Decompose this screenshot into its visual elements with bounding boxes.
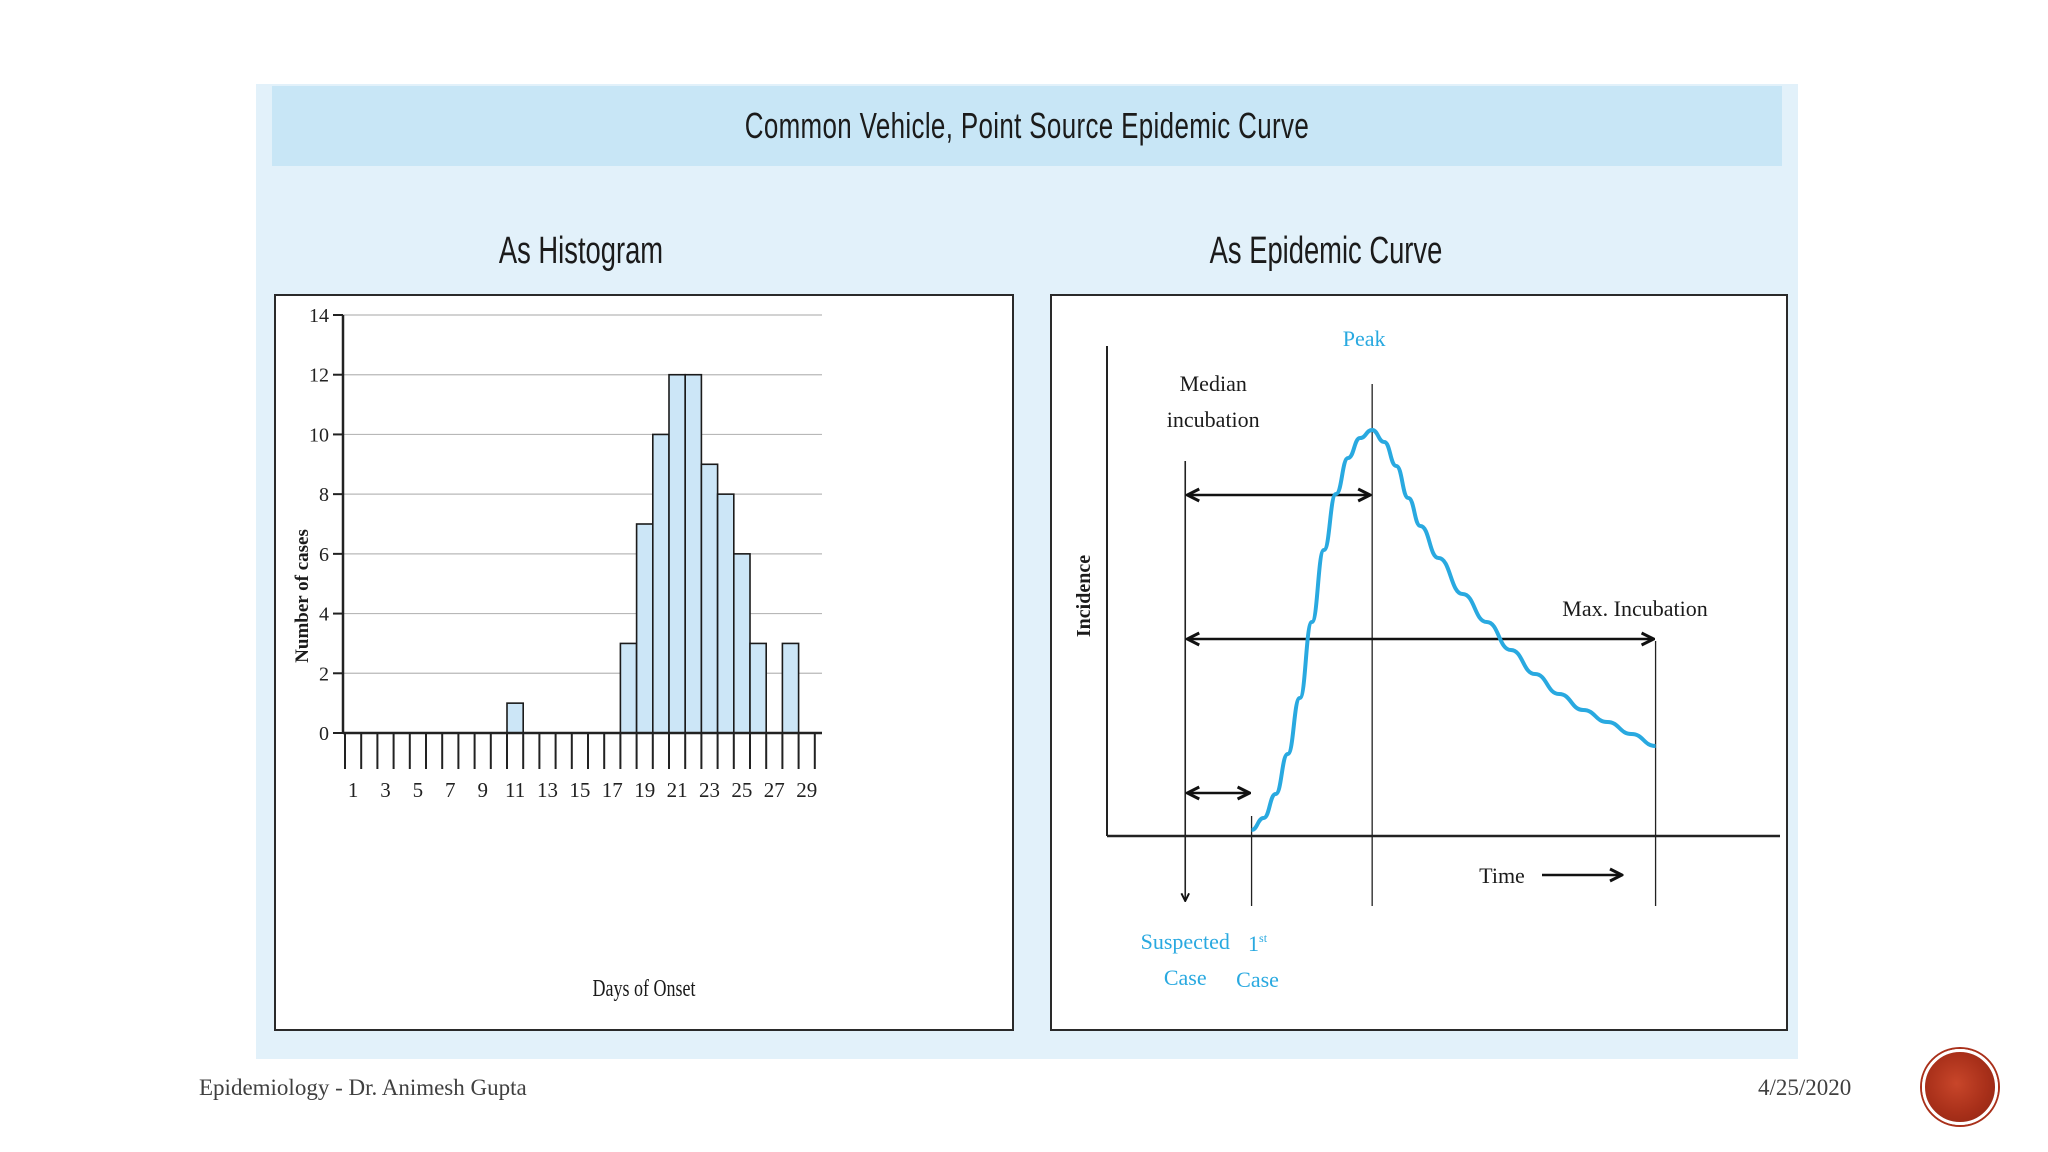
histogram-bar: [749, 642, 768, 734]
incubation-label: incubation: [1167, 407, 1260, 432]
histogram-box: Number of cases Days of Onset 0 2 4 6 8 10 12 1…: [274, 294, 1014, 1031]
epicurve-title: As Epidemic Curve: [1209, 230, 1443, 272]
peak-label: Peak: [1343, 326, 1386, 351]
histogram-y-axis-label: Number of cases: [292, 529, 313, 663]
y-tick-label: 10: [309, 424, 329, 446]
main-title: Common Vehicle, Point Source Epidemic Cu…: [744, 105, 1310, 146]
epicurve-box: Incidence Peak Median incubation Max. In…: [1050, 294, 1788, 1031]
x-tick-label: 3: [380, 778, 391, 802]
histogram-bar: [700, 463, 719, 734]
y-tick-label: 12: [309, 365, 329, 387]
x-tick-label: 23: [699, 778, 720, 802]
y-tick-label: 0: [319, 723, 329, 745]
max-incubation-label: Max. Incubation: [1562, 596, 1707, 621]
x-tick-label: 27: [764, 778, 785, 802]
epidemic-curve-chart: Incidence Peak Median incubation Max. In…: [1073, 326, 1780, 992]
epidemic-curve-line: [1251, 427, 1656, 832]
suspected-case-label: Suspected: [1141, 929, 1230, 954]
x-tick-label: 19: [634, 778, 655, 802]
x-tick-label: 15: [569, 778, 590, 802]
first-case-label-2: Case: [1236, 967, 1279, 992]
histogram-chart: Number of cases Days of Onset 0246810121…: [292, 305, 822, 1002]
footer-date: 4/25/2020: [1758, 1075, 1852, 1100]
histogram-bar: [716, 493, 735, 734]
histogram-bar: [619, 642, 638, 734]
first-case-number: 1: [1248, 931, 1259, 956]
histogram-x-axis-label: Days of Onset: [593, 975, 696, 1002]
histogram-title: As Histogram: [498, 230, 664, 272]
histogram-bar: [635, 523, 654, 734]
histogram-bar: [651, 433, 670, 734]
histogram-bar: [684, 373, 703, 734]
y-tick-label: 2: [319, 663, 329, 685]
x-tick-label: 11: [505, 778, 525, 802]
histogram-bar: [506, 702, 525, 734]
first-case-superscript: st: [1259, 931, 1268, 945]
x-tick-label: 21: [667, 778, 688, 802]
histogram-bar: [781, 642, 800, 734]
time-axis-label: Time: [1479, 863, 1525, 888]
x-tick-label: 7: [445, 778, 456, 802]
slide-panel: Common Vehicle, Point Source Epidemic Cu…: [256, 84, 1798, 1059]
x-tick-label: 9: [477, 778, 488, 802]
x-tick-label: 29: [796, 778, 817, 802]
y-tick-label: 6: [319, 544, 329, 566]
epicurve-y-axis-label: Incidence: [1073, 555, 1095, 637]
histogram-bar: [732, 553, 751, 734]
histogram-bar: [668, 373, 687, 734]
x-tick-label: 5: [413, 778, 424, 802]
first-case-label: 1st: [1248, 931, 1268, 956]
suspected-case-label-2: Case: [1164, 965, 1207, 990]
y-tick-label: 8: [319, 484, 329, 506]
x-tick-label: 13: [537, 778, 558, 802]
y-tick-label: 4: [319, 604, 329, 626]
footer-author: Epidemiology - Dr. Animesh Gupta: [199, 1075, 527, 1100]
x-tick-label: 25: [731, 778, 752, 802]
x-tick-label: 17: [602, 778, 623, 802]
slide-badge: [1922, 1049, 1998, 1125]
y-tick-label: 14: [309, 305, 329, 327]
median-label: Median: [1180, 371, 1247, 396]
title-band: Common Vehicle, Point Source Epidemic Cu…: [272, 86, 1782, 166]
x-tick-label: 1: [348, 778, 359, 802]
